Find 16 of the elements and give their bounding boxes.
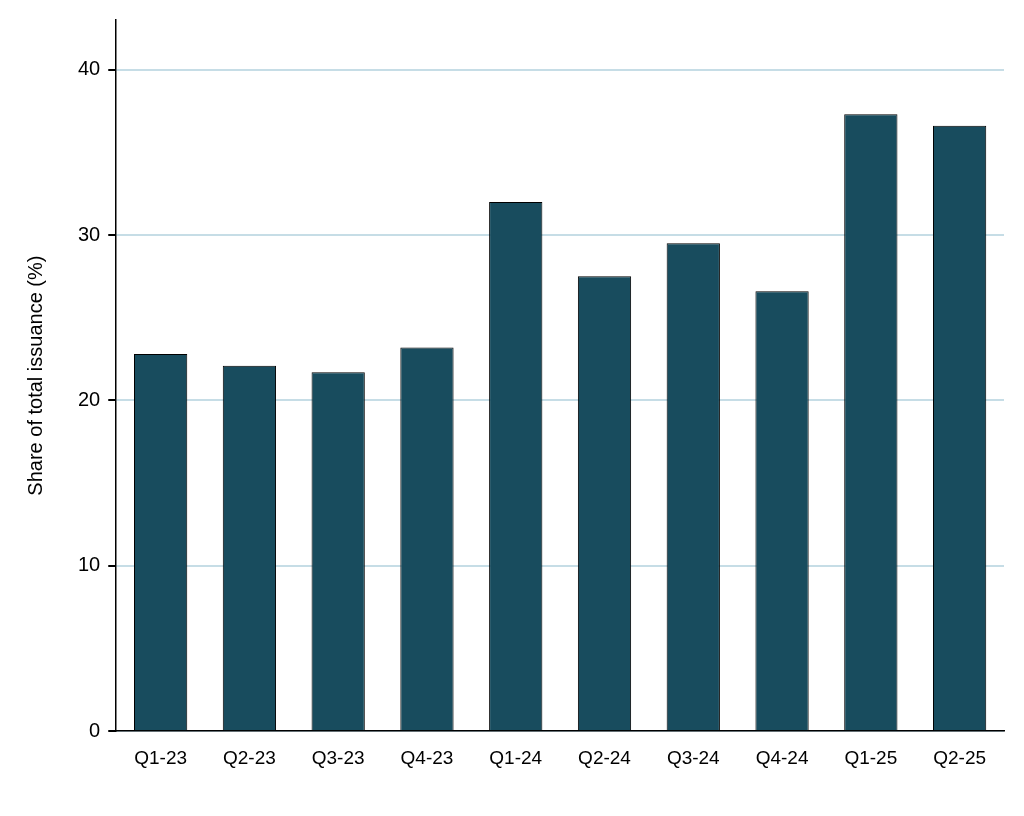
x-tick-label: Q1-23: [134, 746, 188, 768]
x-tick-label: Q3-24: [666, 746, 721, 768]
y-tick-label: 30: [78, 222, 101, 245]
x-tick-label: Q1-24: [489, 746, 543, 768]
x-tick-label: Q4-24: [755, 746, 809, 768]
x-tick-label: Q3-23: [311, 746, 365, 768]
x-tick-label: Q2-23: [223, 746, 276, 768]
x-tick-label: Q2-24: [578, 746, 632, 768]
y-tick-label: 20: [78, 387, 101, 410]
x-tick-label: Q1-25: [844, 746, 898, 768]
y-tick-label: 40: [78, 57, 101, 80]
x-tick-label: Q4-23: [400, 746, 454, 768]
x-tick-label: Q2-25: [933, 746, 987, 768]
y-axis-title: Share of total issuance (%): [23, 255, 46, 496]
y-tick-label: 0: [89, 718, 101, 741]
y-tick-label: 10: [78, 553, 101, 576]
